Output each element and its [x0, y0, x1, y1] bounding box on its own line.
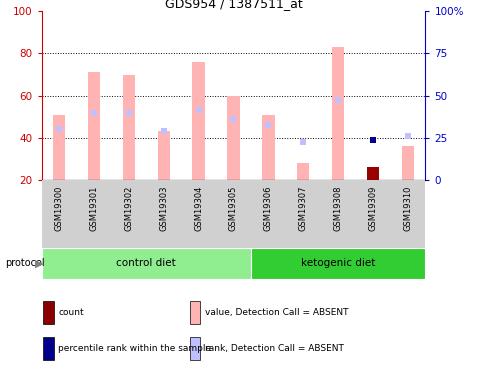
Text: percentile rank within the sample: percentile rank within the sample [59, 344, 211, 353]
Bar [41, 248, 250, 279]
Bar [401, 146, 413, 180]
Bar [227, 96, 239, 180]
Bar [189, 301, 200, 324]
Bar [366, 167, 378, 180]
Text: ketogenic diet: ketogenic diet [301, 258, 375, 268]
Text: GSM19304: GSM19304 [194, 185, 203, 231]
Text: GSM19308: GSM19308 [333, 185, 342, 231]
Bar [297, 163, 309, 180]
Text: rank, Detection Call = ABSENT: rank, Detection Call = ABSENT [204, 344, 343, 353]
Text: GSM19310: GSM19310 [403, 185, 412, 231]
Text: control diet: control diet [116, 258, 176, 268]
Text: count: count [59, 308, 84, 317]
Bar [192, 62, 204, 180]
Text: GSM19301: GSM19301 [89, 185, 98, 231]
Text: protocol: protocol [5, 258, 44, 268]
Text: ▶: ▶ [35, 258, 43, 268]
Text: GSM19303: GSM19303 [159, 185, 168, 231]
Title: GDS954 / 1387511_at: GDS954 / 1387511_at [164, 0, 302, 10]
Bar [88, 72, 100, 180]
Text: value, Detection Call = ABSENT: value, Detection Call = ABSENT [204, 308, 347, 317]
Bar [122, 75, 135, 180]
Bar [43, 337, 54, 360]
Bar [331, 47, 344, 180]
Text: GSM19305: GSM19305 [228, 185, 238, 231]
Bar [157, 132, 169, 180]
Bar [189, 337, 200, 360]
Text: GSM19306: GSM19306 [264, 185, 272, 231]
Text: GSM19300: GSM19300 [54, 185, 63, 231]
Bar [43, 301, 54, 324]
Bar [262, 115, 274, 180]
Text: GSM19302: GSM19302 [124, 185, 133, 231]
Text: GSM19307: GSM19307 [298, 185, 307, 231]
Text: GSM19309: GSM19309 [368, 185, 377, 231]
Bar [53, 115, 65, 180]
Bar [250, 248, 425, 279]
